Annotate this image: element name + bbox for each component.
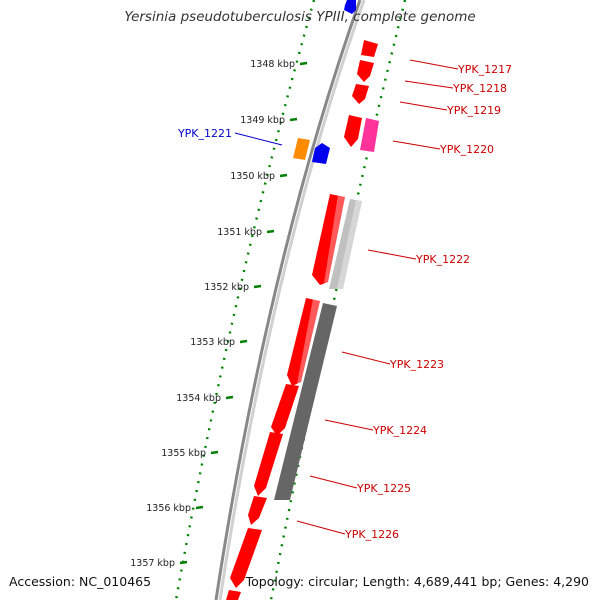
gene-leader-line: [296, 520, 346, 535]
gene-block: [230, 528, 262, 588]
gene-block-highlight-shade: [337, 200, 362, 289]
gene-leader-line: [324, 419, 374, 431]
gene-leader-line: [309, 475, 358, 489]
gene-block-highlight-shade: [324, 195, 345, 283]
gene-block-highlight: [312, 143, 330, 164]
gene-label-ypk_1223: YPK_1223: [389, 358, 444, 371]
gene-block-pink: [360, 118, 379, 152]
gene-label-ypk_1224: YPK_1224: [372, 424, 427, 437]
gene-block: [248, 496, 267, 525]
gene-block: [357, 60, 374, 82]
gene-label-ypk_1219: YPK_1219: [446, 104, 501, 117]
genome-backbone: [214, 0, 362, 600]
scale-tick-mark: [299, 61, 308, 66]
backbone-shadow: [218, 0, 366, 600]
scale-tick-mark: [239, 339, 248, 344]
gene-block-top-blue: [344, 0, 356, 14]
inner-tick-ring: [174, 0, 316, 600]
gene-leader-line: [392, 140, 441, 150]
gene-leader-line: [404, 80, 454, 89]
scale-tick-label: 1352 kbp: [204, 282, 249, 293]
gene-leader-line: [409, 59, 459, 70]
gene-block: [287, 298, 320, 386]
gene-block-orange: [293, 138, 310, 160]
topology-text: Topology: circular; Length: 4,689,441 bp…: [245, 574, 589, 589]
scale-tick-label: 1353 kbp: [190, 337, 235, 348]
map-title: Yersinia pseudotuberculosis YPIII, compl…: [124, 9, 476, 25]
scale-tick-mark: [289, 117, 298, 122]
scale-tick-label: 1348 kbp: [250, 59, 295, 70]
scale-tick-label: 1351 kbp: [217, 227, 262, 238]
scale-tick-label: 1354 kbp: [176, 393, 221, 404]
gene-label-ypk_1218: YPK_1218: [452, 82, 507, 95]
scale-tick-label: 1357 kbp: [130, 558, 175, 569]
gene-label-ypk_1217: YPK_1217: [457, 63, 512, 76]
gene-block-darkgray: [274, 303, 337, 500]
gene-block: [352, 84, 369, 104]
gene-block: [254, 432, 283, 496]
scale-tick-mark: [225, 395, 234, 400]
scale-tick-mark: [253, 284, 262, 289]
scale-tick-mark: [179, 560, 188, 565]
outer-tick-ring: [269, 0, 407, 600]
gene-block: [361, 40, 378, 57]
accession-text: Accession: NC_010465: [9, 574, 152, 589]
gene-label-ypk_1226: YPK_1226: [344, 528, 399, 541]
gene-label-ypk_1225: YPK_1225: [356, 482, 411, 495]
gene-block: [344, 115, 362, 147]
gene-leader-line: [367, 249, 417, 260]
gene-block: [271, 384, 299, 436]
scale-tick-label: 1356 kbp: [146, 503, 191, 514]
scale-tick-mark: [210, 450, 219, 455]
gene-label-ypk_1222: YPK_1222: [415, 253, 470, 266]
scale-tick-label: 1349 kbp: [240, 115, 285, 126]
scale-tick-mark: [266, 229, 275, 234]
scale-tick-label: 1350 kbp: [230, 171, 275, 182]
gene-block: [312, 194, 345, 285]
scale-tick-mark: [279, 173, 288, 178]
gene-leader-line: [341, 351, 391, 365]
gene-block-highlight-shade: [297, 299, 320, 384]
gene-leader-line: [234, 132, 283, 146]
gene-label-ypk_1220: YPK_1220: [439, 143, 494, 156]
gene-block-gray: [329, 199, 362, 289]
gene-label-ypk_1221: YPK_1221: [177, 127, 232, 140]
scale-tick-mark: [195, 505, 204, 510]
gene-leader-line: [399, 101, 448, 111]
scale-tick-label: 1355 kbp: [161, 448, 206, 459]
gene-block: [226, 590, 241, 600]
